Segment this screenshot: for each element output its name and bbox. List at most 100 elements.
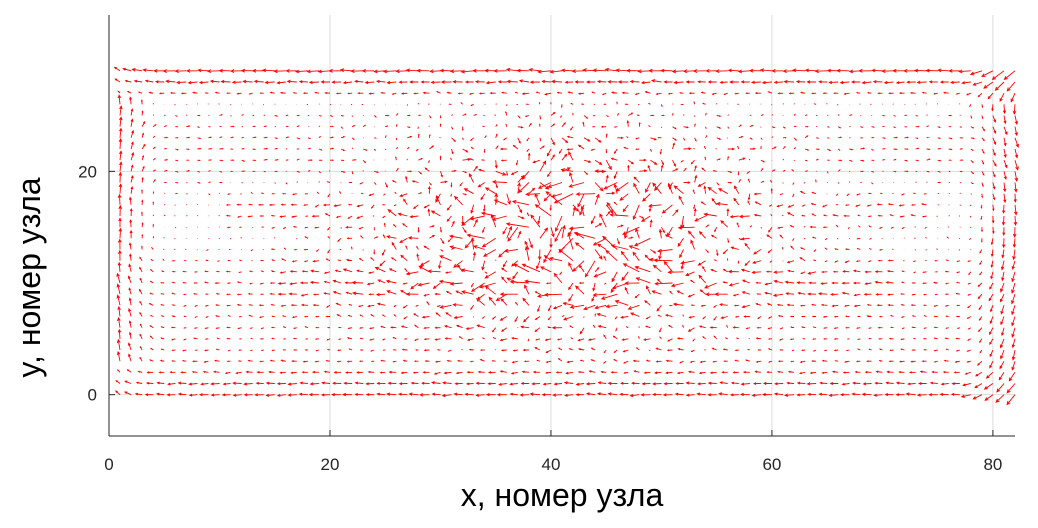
vector-arrow — [479, 349, 485, 352]
vector-arrow — [583, 304, 596, 311]
vector-arrow — [150, 269, 154, 273]
vector-arrow — [141, 176, 144, 183]
vector-arrow — [716, 137, 722, 140]
vector-arrow — [719, 80, 728, 84]
vector-arrow — [958, 249, 961, 251]
vector-arrow — [768, 226, 773, 233]
vector-arrow — [346, 237, 353, 240]
vector-arrow — [270, 326, 275, 329]
vector-arrow — [356, 371, 364, 374]
vector-arrow — [863, 293, 872, 296]
vector-arrow — [860, 137, 864, 139]
vector-arrow — [945, 259, 949, 262]
vector-arrow — [534, 347, 541, 351]
vector-arrow — [784, 280, 795, 284]
vector-arrow — [534, 316, 541, 320]
vector-arrow — [807, 271, 817, 275]
vector-arrow — [600, 370, 607, 374]
vector-arrow — [520, 325, 529, 329]
vector-arrow — [347, 92, 353, 95]
vector-arrow — [507, 226, 519, 242]
vector-arrow — [716, 249, 719, 257]
vector-arrow — [412, 204, 419, 210]
vector-arrow — [826, 103, 828, 105]
vector-arrow — [391, 180, 397, 183]
vector-arrow — [482, 227, 486, 234]
vector-arrow — [659, 336, 662, 340]
vector-arrow — [432, 282, 441, 290]
vector-arrow — [594, 137, 602, 143]
vector-arrow — [216, 337, 220, 340]
vector-arrow — [660, 160, 664, 166]
vector-arrow — [139, 333, 143, 339]
vector-arrow — [460, 268, 474, 273]
vector-arrow — [901, 327, 905, 330]
vector-arrow — [779, 193, 784, 196]
vector-arrow — [577, 193, 585, 208]
vector-arrow — [782, 69, 795, 74]
vector-arrow — [185, 68, 198, 73]
vector-arrow — [457, 92, 463, 95]
vector-arrow — [590, 215, 596, 225]
vector-arrow — [841, 291, 850, 295]
vector-arrow — [163, 237, 165, 239]
vector-arrow — [329, 115, 334, 117]
vector-arrow — [799, 371, 806, 375]
vector-arrow — [857, 315, 861, 318]
vector-arrow — [551, 193, 563, 198]
vector-arrow — [692, 338, 695, 342]
vector-arrow — [379, 260, 386, 267]
vector-arrow — [893, 170, 897, 173]
vector-arrow — [747, 200, 751, 206]
vector-arrow — [746, 348, 750, 351]
vector-arrow — [698, 325, 706, 329]
vector-arrow — [791, 169, 795, 172]
vector-arrow — [543, 193, 552, 202]
vector-arrow — [117, 249, 122, 261]
vector-arrow — [260, 349, 264, 352]
vector-arrow — [594, 169, 607, 173]
vector-arrow — [833, 315, 839, 318]
vector-arrow — [509, 392, 518, 396]
vector-arrow — [1003, 160, 1008, 169]
vector-arrow — [575, 393, 585, 397]
vector-arrow — [255, 381, 264, 385]
vector-arrow — [831, 304, 839, 308]
vector-arrow — [327, 193, 331, 198]
vector-field — [113, 66, 1019, 406]
vector-arrow — [546, 148, 552, 157]
vector-arrow — [921, 360, 927, 363]
vector-arrow — [753, 213, 761, 217]
vector-arrow — [685, 80, 695, 84]
vector-arrow — [720, 316, 728, 319]
vector-arrow — [722, 249, 729, 255]
vector-arrow — [948, 137, 953, 140]
vector-arrow — [989, 338, 994, 345]
vector-arrow — [992, 204, 995, 212]
vector-arrow — [269, 359, 275, 362]
vector-arrow — [197, 114, 201, 117]
vector-arrow — [937, 181, 942, 184]
vector-arrow — [900, 338, 905, 341]
vector-arrow — [367, 370, 375, 374]
vector-arrow — [499, 338, 507, 342]
vector-arrow — [308, 80, 319, 85]
vector-arrow — [650, 79, 662, 83]
vector-arrow — [799, 191, 806, 195]
vector-arrow — [451, 148, 454, 155]
vector-arrow — [469, 158, 474, 161]
vector-arrow — [271, 259, 275, 262]
vector-arrow — [468, 92, 474, 95]
vector-arrow — [128, 342, 132, 351]
vector-arrow — [969, 104, 972, 108]
vector-arrow — [149, 325, 154, 329]
vector-arrow — [461, 348, 463, 351]
vector-arrow — [649, 219, 653, 228]
vector-arrow — [238, 349, 242, 351]
vector-arrow — [851, 392, 861, 396]
vector-arrow — [117, 305, 121, 317]
vector-arrow — [141, 222, 144, 228]
vector-arrow — [801, 326, 806, 329]
vector-arrow — [594, 249, 603, 260]
vector-arrow — [326, 304, 331, 308]
